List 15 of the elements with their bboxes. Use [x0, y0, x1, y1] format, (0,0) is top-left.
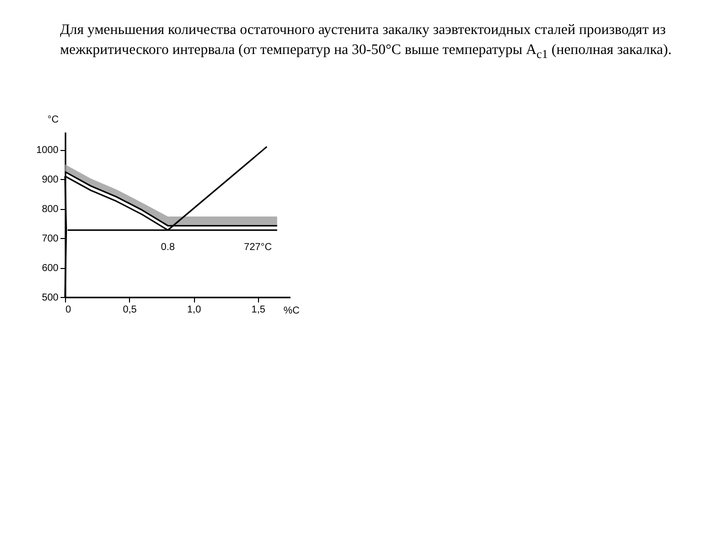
y-tick-label: 500: [42, 292, 59, 304]
annotation: 0.8: [160, 242, 176, 254]
x-tick-label: 0,5: [122, 304, 138, 316]
y-tick-label: 800: [42, 204, 59, 216]
y-tick-label: 1000: [36, 145, 59, 156]
y-tick-label: 900: [42, 174, 59, 186]
x-tick-label: 0: [66, 304, 72, 316]
y-tick-label: 600: [42, 263, 59, 274]
annotation: 727°C: [244, 242, 272, 254]
x-tick-label: 1,0: [187, 304, 202, 316]
x-tick-label: 1,5: [251, 304, 266, 316]
text: Для уменьшения количества остаточного аустенита закалку заэвтектоидных сталей производят из межкритического интервала (от температур на 30-50°C выше температуры A$_{c1}$ (неполная закалка).: [60, 21, 673, 63]
y-tick-label: 700: [42, 234, 59, 245]
x-axis-title: %C: [284, 306, 300, 316]
y-axis-title: °C: [48, 114, 59, 126]
